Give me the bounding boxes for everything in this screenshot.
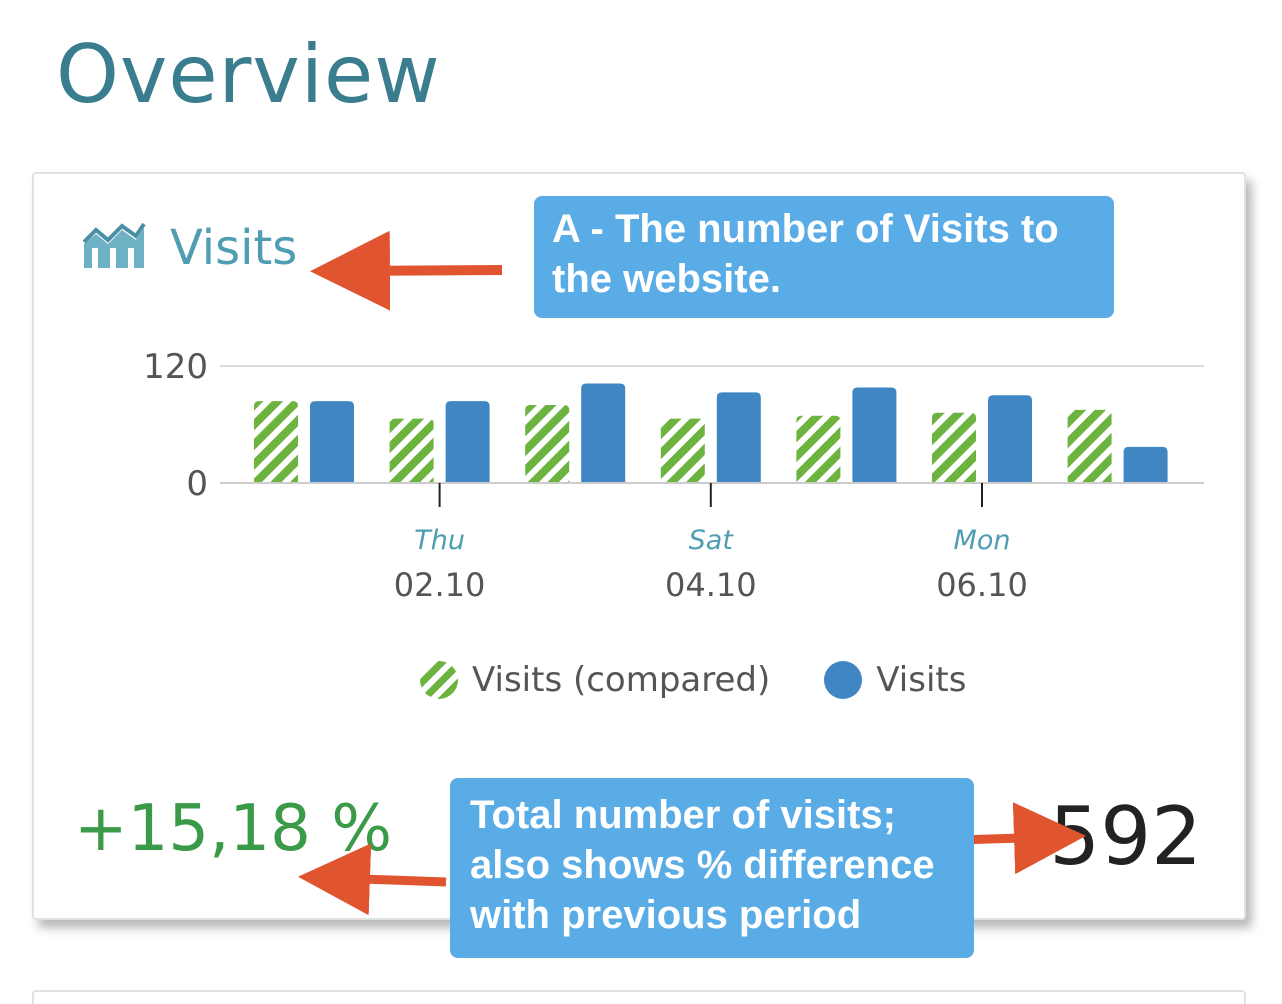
bar-visits: [988, 395, 1032, 483]
legend-label-visits-compared: Visits (compared): [472, 660, 771, 700]
next-widget-card: [32, 990, 1246, 1004]
annotation-callout-a: A - The number of Visits to the website.: [534, 196, 1114, 318]
callout-b-line-3: with previous period: [470, 893, 862, 937]
x-tick-date: 02.10: [394, 566, 486, 604]
legend-swatch-striped: [420, 661, 458, 699]
bar-visits: [445, 401, 490, 483]
bar-visits: [716, 392, 761, 483]
widget-title[interactable]: Visits: [170, 220, 298, 276]
annotation-callout-b: Total number of visits; also shows % dif…: [450, 778, 974, 958]
bar-visits: [1123, 446, 1168, 483]
x-tick-weekday: Thu: [414, 525, 465, 556]
line-chart-icon: [82, 222, 146, 268]
bar-visits-compared: [796, 415, 841, 483]
x-tick-date: 06.10: [936, 566, 1028, 604]
bar-visits-compared: [660, 418, 705, 483]
legend-item-visits-compared[interactable]: Visits (compared): [420, 660, 770, 700]
bar-visits-compared: [389, 418, 434, 483]
bar-visits: [852, 387, 897, 483]
bar-visits-compared: [1067, 409, 1112, 483]
legend-swatch-solid: [824, 661, 863, 699]
y-tick-label: 0: [186, 464, 208, 504]
x-tick-weekday: Mon: [954, 525, 1011, 556]
x-tick-weekday: Sat: [689, 525, 735, 556]
bar-visits-compared: [932, 412, 976, 483]
callout-b-line-1: Total number of visits;: [470, 793, 896, 837]
bar-visits: [310, 401, 354, 483]
total-visits-value: 592: [1049, 790, 1202, 883]
legend-item-visits[interactable]: Visits: [824, 660, 966, 700]
callout-b-line-2: also shows % difference: [470, 843, 935, 887]
change-percent: +15,18 %: [74, 792, 392, 866]
legend-label-visits: Visits: [876, 660, 967, 700]
bar-visits-compared: [525, 405, 570, 483]
chart-legend: Visits (compared) Visits: [420, 660, 966, 700]
bar-visits-compared: [254, 401, 298, 483]
callout-a-line-1: A - The number of Visits to: [552, 207, 1059, 251]
y-tick-label: 120: [143, 347, 208, 387]
bar-visits: [581, 383, 626, 483]
callout-a-line-2: the website.: [552, 257, 781, 301]
page-title: Overview: [56, 28, 441, 121]
x-tick-date: 04.10: [665, 566, 757, 604]
